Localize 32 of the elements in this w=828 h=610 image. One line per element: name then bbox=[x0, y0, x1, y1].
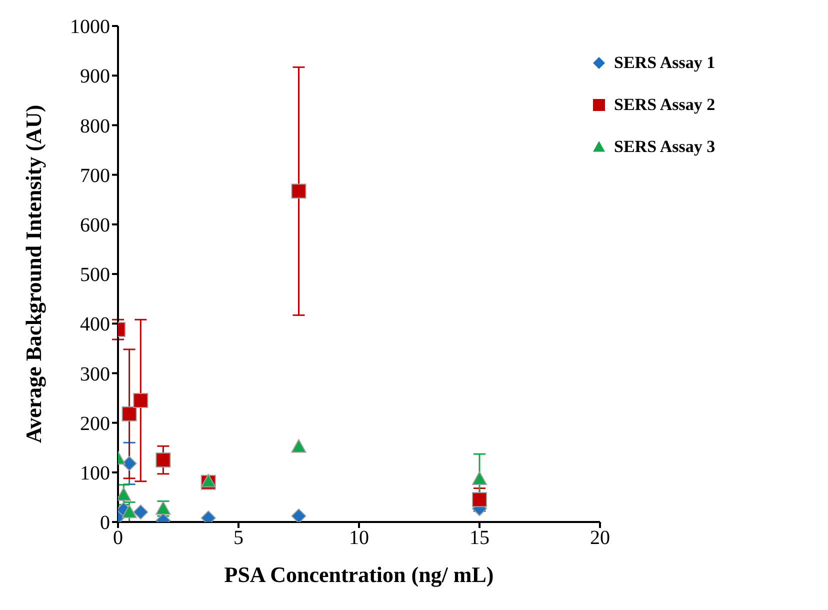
point bbox=[122, 456, 137, 471]
y-tick-label: 800 bbox=[80, 115, 110, 138]
y-axis-title: Average Background Intensity (AU) bbox=[20, 104, 46, 444]
point bbox=[122, 504, 137, 518]
legend-label: SERS Assay 2 bbox=[614, 95, 716, 115]
point bbox=[133, 504, 148, 520]
point bbox=[200, 474, 216, 488]
y-tick-label: 200 bbox=[80, 412, 110, 435]
y-tick-label: 400 bbox=[80, 314, 110, 336]
point bbox=[291, 439, 306, 453]
y-tick-label: 300 bbox=[80, 363, 110, 386]
y-tick-label: 100 bbox=[80, 462, 110, 484]
legend-label: SERS Assay 1 bbox=[614, 53, 716, 73]
x-tick-label: 5 bbox=[234, 527, 244, 550]
y-tick-label: 700 bbox=[80, 164, 110, 187]
x-tick-label: 15 bbox=[470, 527, 490, 550]
y-tick-label: 500 bbox=[80, 264, 110, 286]
point bbox=[291, 184, 306, 199]
y-tick-label: 0 bbox=[100, 512, 110, 534]
y-tick-label: 900 bbox=[80, 66, 110, 88]
legend-label: SERS Assay 3 bbox=[614, 137, 716, 157]
x-tick-label: 20 bbox=[590, 527, 610, 550]
point bbox=[472, 471, 487, 485]
x-tick-label: 10 bbox=[349, 527, 369, 550]
point bbox=[133, 392, 148, 408]
point bbox=[122, 406, 137, 422]
x-axis-title: PSA Concentration (ng/ mL) bbox=[224, 562, 494, 587]
y-tick-label: 600 bbox=[80, 214, 110, 236]
point bbox=[472, 492, 487, 508]
point bbox=[156, 452, 171, 468]
point bbox=[291, 508, 306, 522]
y-tick-label: 1000 bbox=[70, 16, 110, 38]
